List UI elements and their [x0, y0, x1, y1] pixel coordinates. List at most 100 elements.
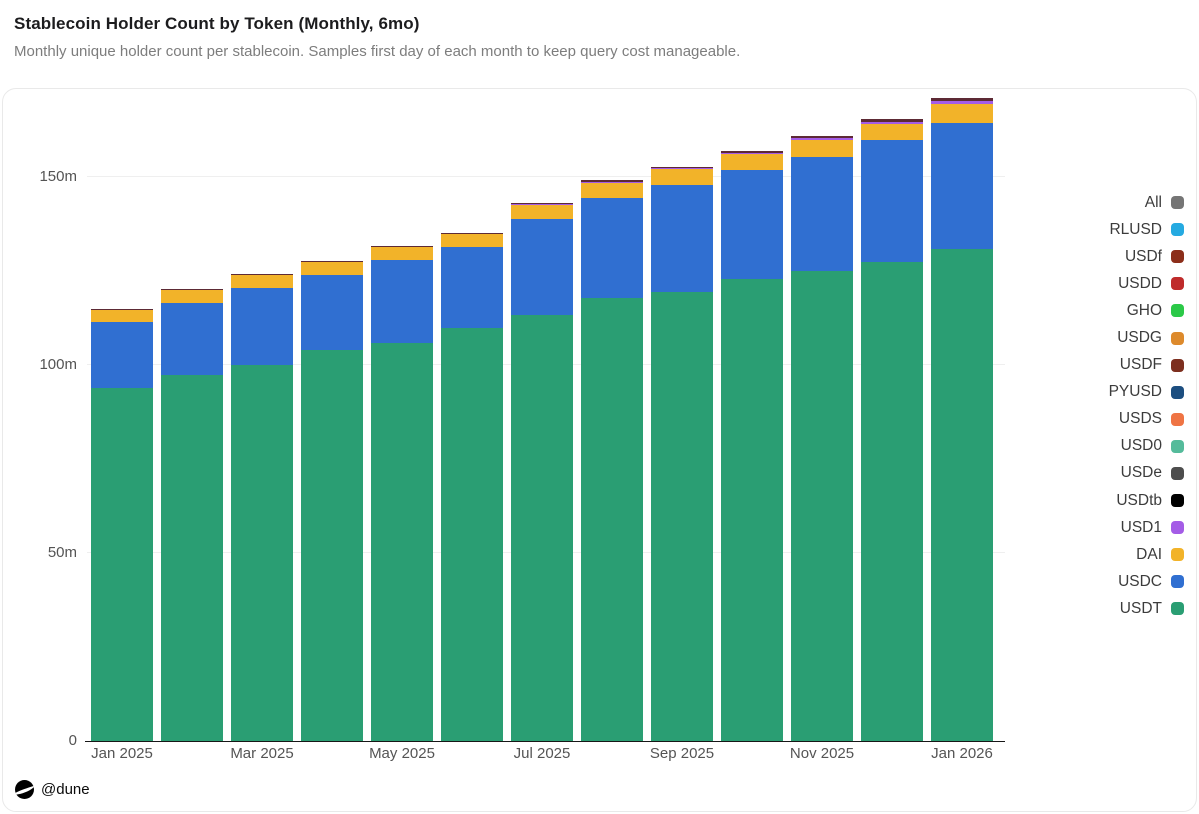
legend-label: PYUSD: [1108, 383, 1162, 401]
bar-segment-usdt: [581, 297, 643, 741]
legend-label: USD0: [1120, 437, 1162, 455]
legend-label: USDT: [1119, 599, 1162, 617]
legend-label: USDS: [1118, 410, 1162, 428]
bar-segment-usdt: [301, 350, 363, 741]
chart-card: 0 50m 100m 150m Jan 2025 Mar 2025 May 2025 Jul…: [2, 88, 1197, 812]
legend-item-all[interactable]: All: [1145, 189, 1184, 216]
bar-segment-usdc: [511, 218, 573, 315]
x-tick-label: Jan 2025: [91, 745, 153, 762]
legend-swatch: [1171, 385, 1184, 399]
bar-segment-dai: [721, 153, 783, 170]
bar-aug-2025: [581, 180, 643, 741]
legend-item-pyusd[interactable]: PYUSD: [1109, 379, 1184, 406]
bar-segment-usd1: [791, 138, 853, 140]
bar-apr-2025: [301, 260, 363, 741]
x-axis-labels: Jan 2025 Mar 2025 May 2025 Jul 2025 Sep 2025…: [87, 745, 1005, 769]
bar-segment-dai: [581, 183, 643, 199]
bar-segment-usdc: [581, 198, 643, 298]
bar-segment-usd1: [861, 121, 923, 124]
bar-segment-dai: [231, 275, 293, 289]
bar-segment-usdc: [931, 122, 993, 249]
y-tick-label: 100m: [39, 356, 77, 374]
bar-segment-usdc: [791, 156, 853, 272]
bar-segment-usd1: [581, 181, 643, 184]
legend-item-usdd[interactable]: USDD: [1118, 270, 1184, 297]
legend-label: DAI: [1136, 545, 1162, 563]
legend-swatch: [1171, 466, 1184, 480]
x-tick-label: May 2025: [369, 745, 435, 762]
legend-swatch: [1171, 304, 1184, 318]
bar-dec-2025: [861, 119, 923, 741]
bar-feb-2025: [161, 289, 223, 741]
bar-segment-dai: [931, 104, 993, 123]
legend-label: USD1: [1120, 518, 1162, 536]
legend-label: GHO: [1126, 301, 1162, 319]
chart-header: Stablecoin Holder Count by Token (Monthl…: [14, 14, 1185, 60]
bar-segment-usdc: [301, 275, 363, 351]
legend-item-usdg[interactable]: USDG: [1117, 324, 1184, 351]
bar-segment-usdc: [371, 260, 433, 343]
bar-segment-usdc: [721, 169, 783, 279]
legend-item-usdt[interactable]: USDT: [1120, 595, 1184, 622]
bar-segment-usdt: [441, 327, 503, 741]
bar-segment-dai: [301, 261, 363, 276]
x-tick-label: Mar 2025: [230, 745, 294, 762]
legend-item-usd0[interactable]: USD0: [1121, 433, 1184, 460]
x-tick-label: Nov 2025: [789, 745, 855, 762]
legend-item-usdf[interactable]: USDf: [1125, 243, 1184, 270]
legend-item-usdf[interactable]: USDF: [1120, 352, 1184, 379]
bar-segment-usdc: [161, 303, 223, 375]
bar-segment-usdc: [91, 322, 153, 388]
legend-item-usd1[interactable]: USD1: [1121, 514, 1184, 541]
bar-segment-dai: [791, 139, 853, 157]
legend-label: USDF: [1119, 356, 1162, 374]
bar-segment-usdc: [861, 139, 923, 262]
bar-segment-other: [301, 260, 363, 262]
bar-segment-dai: [511, 204, 573, 219]
legend-swatch: [1171, 358, 1184, 372]
bar-segment-usd1: [931, 101, 993, 105]
legend-item-gho[interactable]: GHO: [1127, 297, 1184, 324]
legend-label: USDe: [1120, 464, 1162, 482]
bar-jul-2025: [511, 202, 573, 741]
legend-swatch: [1171, 277, 1184, 291]
legend-label: USDf: [1124, 247, 1162, 265]
bar-segment-usdt: [511, 314, 573, 741]
bar-segment-other: [231, 274, 293, 276]
bar-segment-usdt: [231, 365, 293, 741]
bar-sep-2025: [651, 166, 713, 741]
y-axis-labels: 0 50m 100m 150m: [3, 91, 81, 749]
legend-item-usds[interactable]: USDS: [1119, 406, 1184, 433]
legend-item-usde[interactable]: USDe: [1121, 460, 1184, 487]
gridline-150m: [87, 176, 1005, 178]
x-axis-line: [85, 740, 1005, 742]
y-tick-label: 50m: [47, 544, 77, 562]
bar-segment-other: [791, 136, 853, 139]
legend-swatch: [1171, 575, 1184, 589]
legend-item-usdtb[interactable]: USDtb: [1116, 487, 1184, 514]
bar-segment-dai: [161, 290, 223, 304]
bar-segment-other: [861, 119, 923, 122]
bar-segment-usdt: [861, 261, 923, 741]
bar-segment-usdt: [371, 342, 433, 741]
bar-jan-2026: [931, 97, 993, 741]
legend-label: RLUSD: [1109, 220, 1162, 238]
bar-jun-2025: [441, 232, 503, 741]
chart-footer: @dune: [15, 779, 90, 799]
bar-segment-usdc: [441, 246, 503, 328]
bar-segment-usdc: [231, 288, 293, 366]
page-title: Stablecoin Holder Count by Token (Monthl…: [14, 14, 420, 33]
bar-segment-other: [651, 166, 713, 169]
bar-may-2025: [371, 245, 433, 741]
bar-jan-2025: [91, 308, 153, 741]
x-tick-label: Jul 2025: [513, 745, 571, 762]
y-tick-label: 150m: [39, 168, 77, 186]
legend: All RLUSD USDf USDD GHO USDG USDF PYUSD USDS USD0…: [994, 189, 1184, 623]
legend-item-usdc[interactable]: USDC: [1118, 568, 1184, 595]
legend-item-dai[interactable]: DAI: [1136, 541, 1184, 568]
bar-segment-other: [91, 308, 153, 310]
bar-segment-other: [161, 289, 223, 291]
legend-swatch: [1171, 196, 1184, 210]
watermark: @dune: [41, 780, 90, 798]
legend-item-rlusd[interactable]: RLUSD: [1109, 216, 1184, 243]
